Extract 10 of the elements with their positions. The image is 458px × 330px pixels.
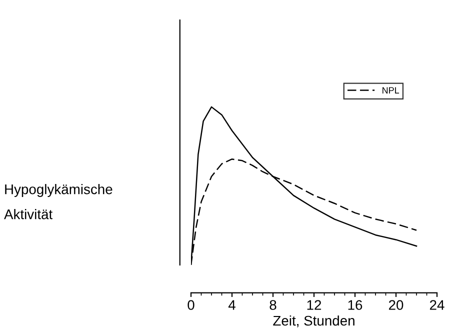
text: Hypoglykämische Aktivität [4, 184, 112, 220]
legend-label: NPL [382, 87, 400, 94]
x-tick-label: 16 [348, 300, 362, 310]
x-tick-label: 24 [430, 300, 444, 310]
x-axis-title: Zeit, Stunden [273, 315, 354, 328]
x-tick-label: 8 [270, 300, 276, 310]
x-tick-label: 4 [228, 300, 236, 310]
x-tick-label: 12 [307, 300, 322, 310]
x-tick-label: 0 [188, 300, 194, 310]
x-tick-label: 20 [388, 300, 404, 310]
